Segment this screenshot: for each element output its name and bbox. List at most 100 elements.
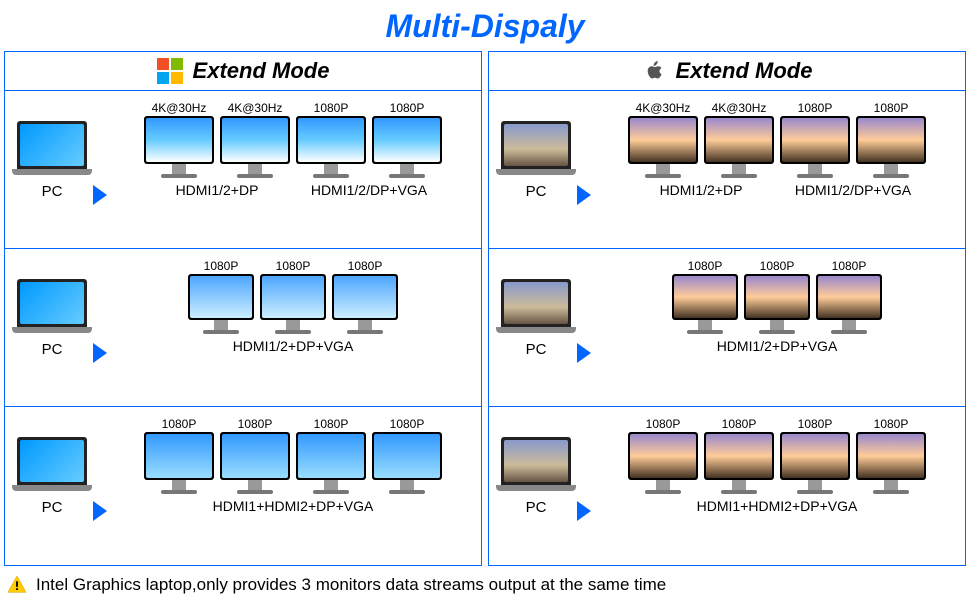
- pc-label: PC: [526, 341, 547, 358]
- monitor-item: 1080P: [372, 417, 442, 494]
- port-label: HDMI1/2+DP: [660, 182, 743, 198]
- monitor-icon: [628, 116, 698, 164]
- monitor-icon: [260, 274, 326, 320]
- resolution-label: 1080P: [314, 417, 349, 431]
- resolution-label: 4K@30Hz: [712, 101, 767, 115]
- arrow-icon: [577, 343, 591, 363]
- monitor-group-row: 4K@30Hz 4K@30Hz: [628, 101, 774, 178]
- monitor-icon: [372, 432, 442, 480]
- main-title: Multi-Dispaly: [0, 0, 970, 51]
- monitor-item: 1080P: [816, 259, 882, 334]
- column-windows: Extend Mode PC 4K@30Hz 4K@30Hz HDMI1/2+DP 108…: [4, 51, 482, 566]
- port-label: HDMI1+HDMI2+DP+VGA: [697, 498, 858, 514]
- resolution-label: 1080P: [688, 259, 723, 273]
- pc-label: PC: [526, 183, 547, 200]
- windows-icon: [157, 58, 183, 84]
- pc-label: PC: [42, 341, 63, 358]
- monitor-item: 1080P: [188, 259, 254, 334]
- resolution-label: 1080P: [204, 259, 239, 273]
- port-label: HDMI1/2+DP: [176, 182, 259, 198]
- footer-note: Intel Graphics laptop,only provides 3 mo…: [0, 566, 970, 604]
- port-label: HDMI1/2/DP+VGA: [311, 182, 427, 198]
- columns-grid: Extend Mode PC 4K@30Hz 4K@30Hz HDMI1/2+DP 108…: [0, 51, 970, 566]
- config-row: PC 4K@30Hz 4K@30Hz HDMI1/2+DP 1080P 1080P HDMI…: [489, 91, 965, 249]
- laptop-area: PC: [13, 417, 91, 516]
- monitor-group-row: 1080P1080P1080P: [672, 259, 882, 334]
- monitor-item: 1080P: [260, 259, 326, 334]
- monitor-item: 1080P: [372, 101, 442, 178]
- monitor-icon: [296, 116, 366, 164]
- monitor-icon: [672, 274, 738, 320]
- monitor-icon: [144, 432, 214, 480]
- resolution-label: 1080P: [276, 259, 311, 273]
- monitor-item: 1080P: [780, 417, 850, 494]
- monitor-row: 4K@30Hz 4K@30Hz HDMI1/2+DP 1080P 1080P HDMI1/…: [113, 101, 473, 198]
- resolution-label: 1080P: [348, 259, 383, 273]
- monitor-group: 4K@30Hz 4K@30Hz HDMI1/2+DP: [144, 101, 290, 198]
- resolution-label: 4K@30Hz: [152, 101, 207, 115]
- laptop-icon: [501, 279, 571, 327]
- monitor-row: 1080P 1080P 1080P HDMI1/2+DP+VGA: [113, 259, 473, 354]
- resolution-label: 4K@30Hz: [228, 101, 283, 115]
- monitor-icon: [780, 432, 850, 480]
- port-label: HDMI1/2+DP+VGA: [233, 338, 354, 354]
- mac-icon: [642, 59, 666, 83]
- monitor-icon: [780, 116, 850, 164]
- monitor-item: 4K@30Hz: [220, 101, 290, 178]
- monitor-item: 4K@30Hz: [628, 101, 698, 178]
- resolution-label: 1080P: [798, 101, 833, 115]
- monitor-icon: [332, 274, 398, 320]
- monitor-group: 1080P 1080P 1080P HDMI1/2+DP+VGA: [188, 259, 398, 354]
- port-label: HDMI1/2/DP+VGA: [795, 182, 911, 198]
- config-row: PC1080P1080P1080P1080PHDMI1+HDMI2+DP+VGA: [5, 407, 481, 565]
- laptop-area: PC: [497, 259, 575, 358]
- header-text: Extend Mode: [676, 58, 813, 84]
- arrow-icon: [577, 501, 591, 521]
- monitor-icon: [856, 432, 926, 480]
- monitor-item: 1080P: [744, 259, 810, 334]
- monitor-icon: [856, 116, 926, 164]
- column-mac: Extend Mode PC 4K@30Hz 4K@30Hz HDMI1/2+DP 108…: [488, 51, 966, 566]
- monitors-area: 1080P1080P1080P1080PHDMI1+HDMI2+DP+VGA: [113, 417, 473, 514]
- monitors-area: 1080P1080P1080P1080PHDMI1+HDMI2+DP+VGA: [597, 417, 957, 514]
- monitor-item: 1080P: [672, 259, 738, 334]
- resolution-label: 1080P: [646, 417, 681, 431]
- monitors-area: 1080P 1080P 1080P HDMI1/2+DP+VGA: [113, 259, 473, 354]
- monitor-item: 1080P: [704, 417, 774, 494]
- monitor-group-row: 1080P 1080P 1080P: [188, 259, 398, 334]
- monitor-item: 1080P: [780, 101, 850, 178]
- resolution-label: 4K@30Hz: [636, 101, 691, 115]
- resolution-label: 1080P: [314, 101, 349, 115]
- monitor-group: 1080P 1080P HDMI1/2/DP+VGA: [296, 101, 442, 198]
- laptop-icon: [17, 121, 87, 169]
- warning-icon: [6, 574, 28, 596]
- monitor-group-row: 1080P1080P1080P1080P: [144, 417, 442, 494]
- monitor-row: 1080P1080P1080PHDMI1/2+DP+VGA: [597, 259, 957, 354]
- monitor-group-row: 1080P 1080P: [296, 101, 442, 178]
- monitor-icon: [372, 116, 442, 164]
- monitors-area: 4K@30Hz 4K@30Hz HDMI1/2+DP 1080P 1080P HDMI1/…: [113, 101, 473, 198]
- header-text: Extend Mode: [193, 58, 330, 84]
- monitor-icon: [188, 274, 254, 320]
- monitor-icon: [144, 116, 214, 164]
- laptop-area: PC: [13, 259, 91, 358]
- monitor-group: 1080P1080P1080PHDMI1/2+DP+VGA: [672, 259, 882, 354]
- resolution-label: 1080P: [722, 417, 757, 431]
- monitor-item: 1080P: [296, 417, 366, 494]
- arrow-icon: [93, 501, 107, 521]
- arrow-icon: [577, 185, 591, 205]
- monitor-icon: [296, 432, 366, 480]
- port-label: HDMI1+HDMI2+DP+VGA: [213, 498, 374, 514]
- resolution-label: 1080P: [874, 101, 909, 115]
- resolution-label: 1080P: [798, 417, 833, 431]
- monitor-item: 1080P: [296, 101, 366, 178]
- monitor-group-row: 1080P1080P1080P1080P: [628, 417, 926, 494]
- monitor-icon: [816, 274, 882, 320]
- laptop-icon: [17, 437, 87, 485]
- laptop-icon: [501, 437, 571, 485]
- config-row: PC1080P1080P1080P1080PHDMI1+HDMI2+DP+VGA: [489, 407, 965, 565]
- monitor-item: 1080P: [628, 417, 698, 494]
- laptop-area: PC: [497, 417, 575, 516]
- monitor-group: 4K@30Hz 4K@30Hz HDMI1/2+DP: [628, 101, 774, 198]
- monitor-group-row: 1080P 1080P: [780, 101, 926, 178]
